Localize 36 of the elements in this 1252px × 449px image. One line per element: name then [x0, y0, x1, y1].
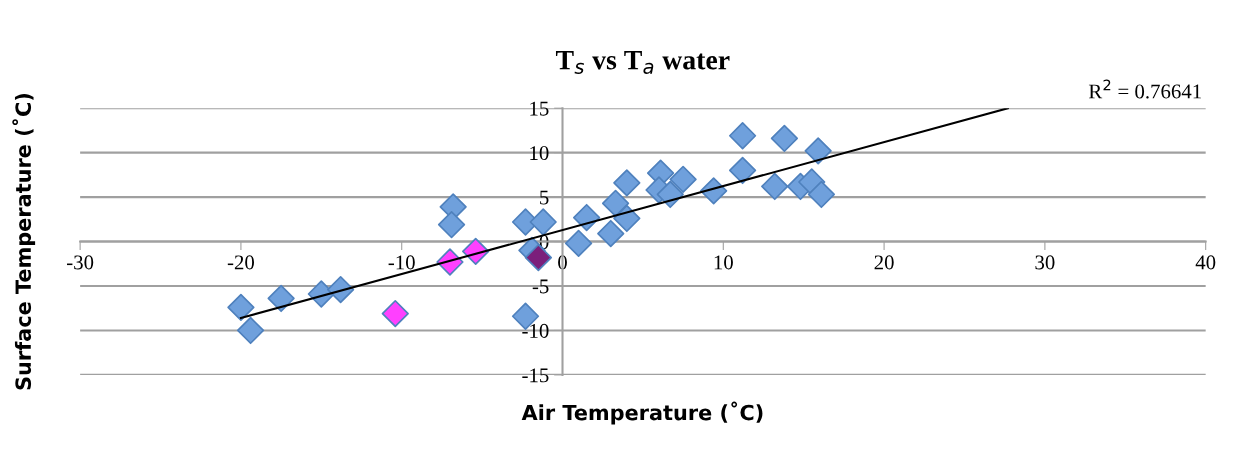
point [381, 299, 409, 328]
point [529, 208, 557, 236]
point [728, 122, 757, 150]
point [601, 189, 630, 217]
chart-title: T$_{s}$ vs T$_{a}$ water [555, 50, 730, 75]
y-tick-label: 5 [540, 190, 549, 205]
x-axis-title: Air Temperature (˚C) [521, 401, 763, 425]
y-tick-label: 10 [530, 146, 549, 161]
point [236, 316, 265, 345]
y-tick-label: -15 [522, 368, 549, 383]
x-tick-label: 40 [1195, 255, 1216, 270]
text: R$^{2}$ = 0.76641 [1088, 79, 1201, 99]
x-tick-label: -10 [388, 255, 415, 270]
point [807, 180, 836, 209]
x-tick-label: 20 [874, 255, 894, 270]
point [761, 172, 789, 201]
x-tick-label: -20 [227, 255, 255, 270]
y-axis-title: Surface Temperature (˚C) [12, 93, 36, 390]
point [597, 219, 625, 248]
x-tick-label: 30 [1035, 255, 1055, 270]
point [669, 165, 697, 193]
x-tick-label: 10 [714, 255, 733, 270]
x-tick-label: -30 [67, 255, 94, 270]
y-tick-label: 15 [530, 101, 549, 116]
point [728, 156, 757, 185]
point [564, 229, 593, 257]
point [656, 180, 684, 209]
point [267, 284, 295, 313]
point [227, 293, 255, 321]
point [770, 124, 799, 153]
point [613, 169, 641, 197]
point [804, 137, 832, 165]
y-tick-label: -10 [522, 323, 549, 338]
point [437, 211, 466, 239]
x-tick-label: 0 [558, 255, 567, 270]
y-tick-label: -5 [532, 279, 549, 294]
